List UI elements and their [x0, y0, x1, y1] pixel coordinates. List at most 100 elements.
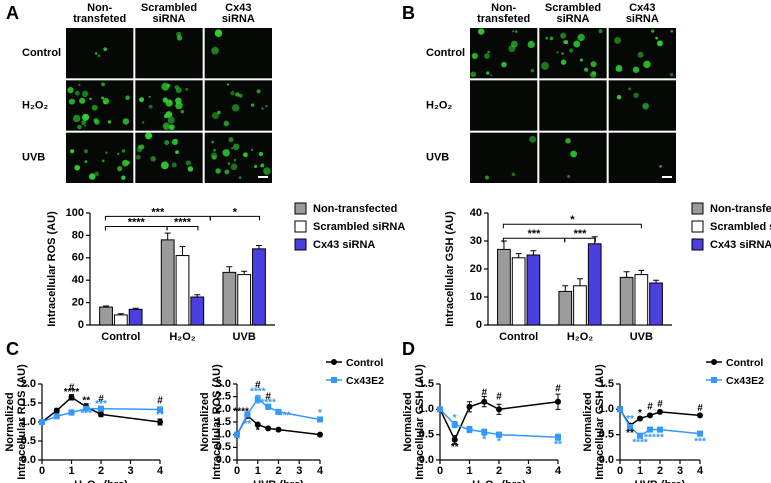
data-point	[83, 405, 90, 412]
series-line	[439, 400, 559, 442]
significance-label: ****	[128, 216, 146, 228]
data-point	[265, 425, 272, 432]
significance-label: **	[554, 439, 562, 450]
legend-label: Control	[726, 357, 763, 369]
significance-label: ***	[694, 436, 706, 447]
y-tick-label: 0.0	[21, 454, 36, 466]
y-tick-label: 0.5	[21, 435, 36, 447]
cell-fluorescence	[590, 61, 597, 68]
significance-label: ****	[275, 410, 291, 421]
bar	[237, 274, 252, 326]
cell-fluorescence	[84, 124, 87, 127]
bar	[222, 271, 237, 326]
cell-fluorescence	[560, 32, 567, 39]
cell-fluorescence	[101, 82, 105, 87]
significance-label: ***	[95, 399, 107, 410]
x-tick-label: 3	[677, 465, 683, 477]
cell-fluorescence	[567, 174, 571, 178]
bar	[649, 282, 663, 326]
cell-fluorescence	[185, 87, 189, 91]
data-point	[481, 398, 488, 405]
cell-fluorescence	[83, 149, 88, 154]
cell-fluorescence	[231, 147, 234, 150]
cell-fluorescence	[231, 104, 240, 112]
y-tick-label: 10	[470, 291, 482, 303]
cell-fluorescence	[556, 51, 559, 54]
y-axis-label: Intracellular ROS (AU)	[46, 211, 58, 327]
cell-fluorescence	[165, 111, 173, 118]
data-point	[53, 407, 60, 414]
cell-fluorescence	[238, 93, 243, 98]
error-bar	[194, 294, 201, 297]
cell-fluorescence	[185, 160, 191, 166]
cell-fluorescence	[669, 72, 674, 77]
cell-fluorescence	[171, 138, 178, 146]
y-tick-label: 2.0	[216, 403, 231, 415]
cell-fluorescence	[541, 61, 549, 70]
cell-fluorescence	[91, 104, 98, 111]
error-bar	[577, 278, 583, 286]
x-tick-label: 0	[617, 465, 623, 477]
cell-fluorescence	[490, 74, 493, 77]
y-tick-label: 1.0	[21, 416, 36, 428]
legend-label: Scrambled siRNA	[313, 221, 405, 233]
x-tick-label: 3	[296, 465, 302, 477]
data-point	[451, 436, 458, 443]
y-axis-label: Intracellular ROS (AU)	[211, 364, 223, 480]
cell-fluorescence	[84, 160, 88, 164]
data-point	[481, 429, 488, 436]
micrograph	[66, 28, 134, 79]
error-bar	[226, 266, 233, 273]
cell-fluorescence	[238, 176, 242, 179]
bar	[587, 243, 602, 326]
y-axis-label: Intracellular GSH (AU)	[414, 364, 426, 480]
cell-fluorescence	[616, 94, 622, 100]
x-tick-label: 1	[637, 465, 643, 477]
cell-fluorescence	[486, 71, 490, 75]
micrograph	[470, 28, 538, 79]
x-tick-label: 2	[275, 465, 281, 477]
significance-label: *	[570, 214, 575, 226]
error-bar	[638, 269, 645, 275]
x-tick-label: 3	[127, 465, 133, 477]
cell-fluorescence	[139, 144, 145, 150]
cell-fluorescence	[637, 51, 644, 58]
cell-fluorescence	[210, 152, 218, 160]
cell-fluorescence	[477, 28, 485, 35]
significance-label: #	[157, 396, 163, 407]
legend-swatch	[691, 202, 704, 215]
data-point	[254, 396, 261, 403]
cell-fluorescence	[642, 102, 649, 110]
bar	[252, 248, 266, 326]
y-tick-label: 1.5	[599, 378, 614, 390]
cell-fluorescence	[148, 95, 151, 98]
significance-label: ***	[644, 432, 656, 443]
series-line	[236, 398, 321, 436]
data-point	[275, 408, 282, 415]
legend-swatch	[294, 202, 307, 215]
bar	[160, 239, 175, 326]
cell-fluorescence	[171, 162, 177, 168]
data-point	[496, 406, 502, 413]
y-tick-label: 1.5	[216, 416, 231, 428]
data-point	[647, 426, 653, 433]
x-tick-label: H₂O₂	[567, 331, 593, 343]
cell-fluorescence	[141, 121, 145, 124]
micrograph	[539, 28, 607, 79]
cell-fluorescence	[656, 40, 663, 47]
significance-label: ***	[528, 228, 542, 240]
cell-fluorescence	[74, 90, 80, 96]
significance-label: #	[496, 391, 502, 402]
cell-fluorescence	[160, 161, 169, 170]
cell-fluorescence	[148, 104, 153, 109]
significance-label: *	[233, 206, 238, 218]
y-tick-label: 0.5	[216, 441, 231, 453]
cell-fluorescence	[471, 52, 478, 60]
column-header: Cx43	[225, 2, 251, 14]
data-point	[317, 431, 323, 438]
cell-fluorescence	[227, 162, 231, 165]
micrograph	[608, 80, 676, 131]
micrograph	[66, 132, 134, 183]
legend-swatch	[691, 220, 704, 233]
